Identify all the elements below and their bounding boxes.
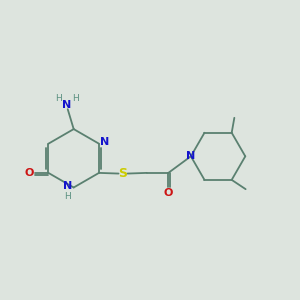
Text: N: N (62, 100, 72, 110)
Text: O: O (25, 168, 34, 178)
Text: H: H (55, 94, 62, 103)
Text: N: N (100, 137, 110, 147)
Text: O: O (164, 188, 173, 198)
Text: H: H (72, 94, 78, 103)
Text: N: N (186, 151, 195, 160)
Text: H: H (64, 192, 71, 201)
Text: S: S (118, 167, 127, 180)
Text: N: N (63, 181, 72, 191)
